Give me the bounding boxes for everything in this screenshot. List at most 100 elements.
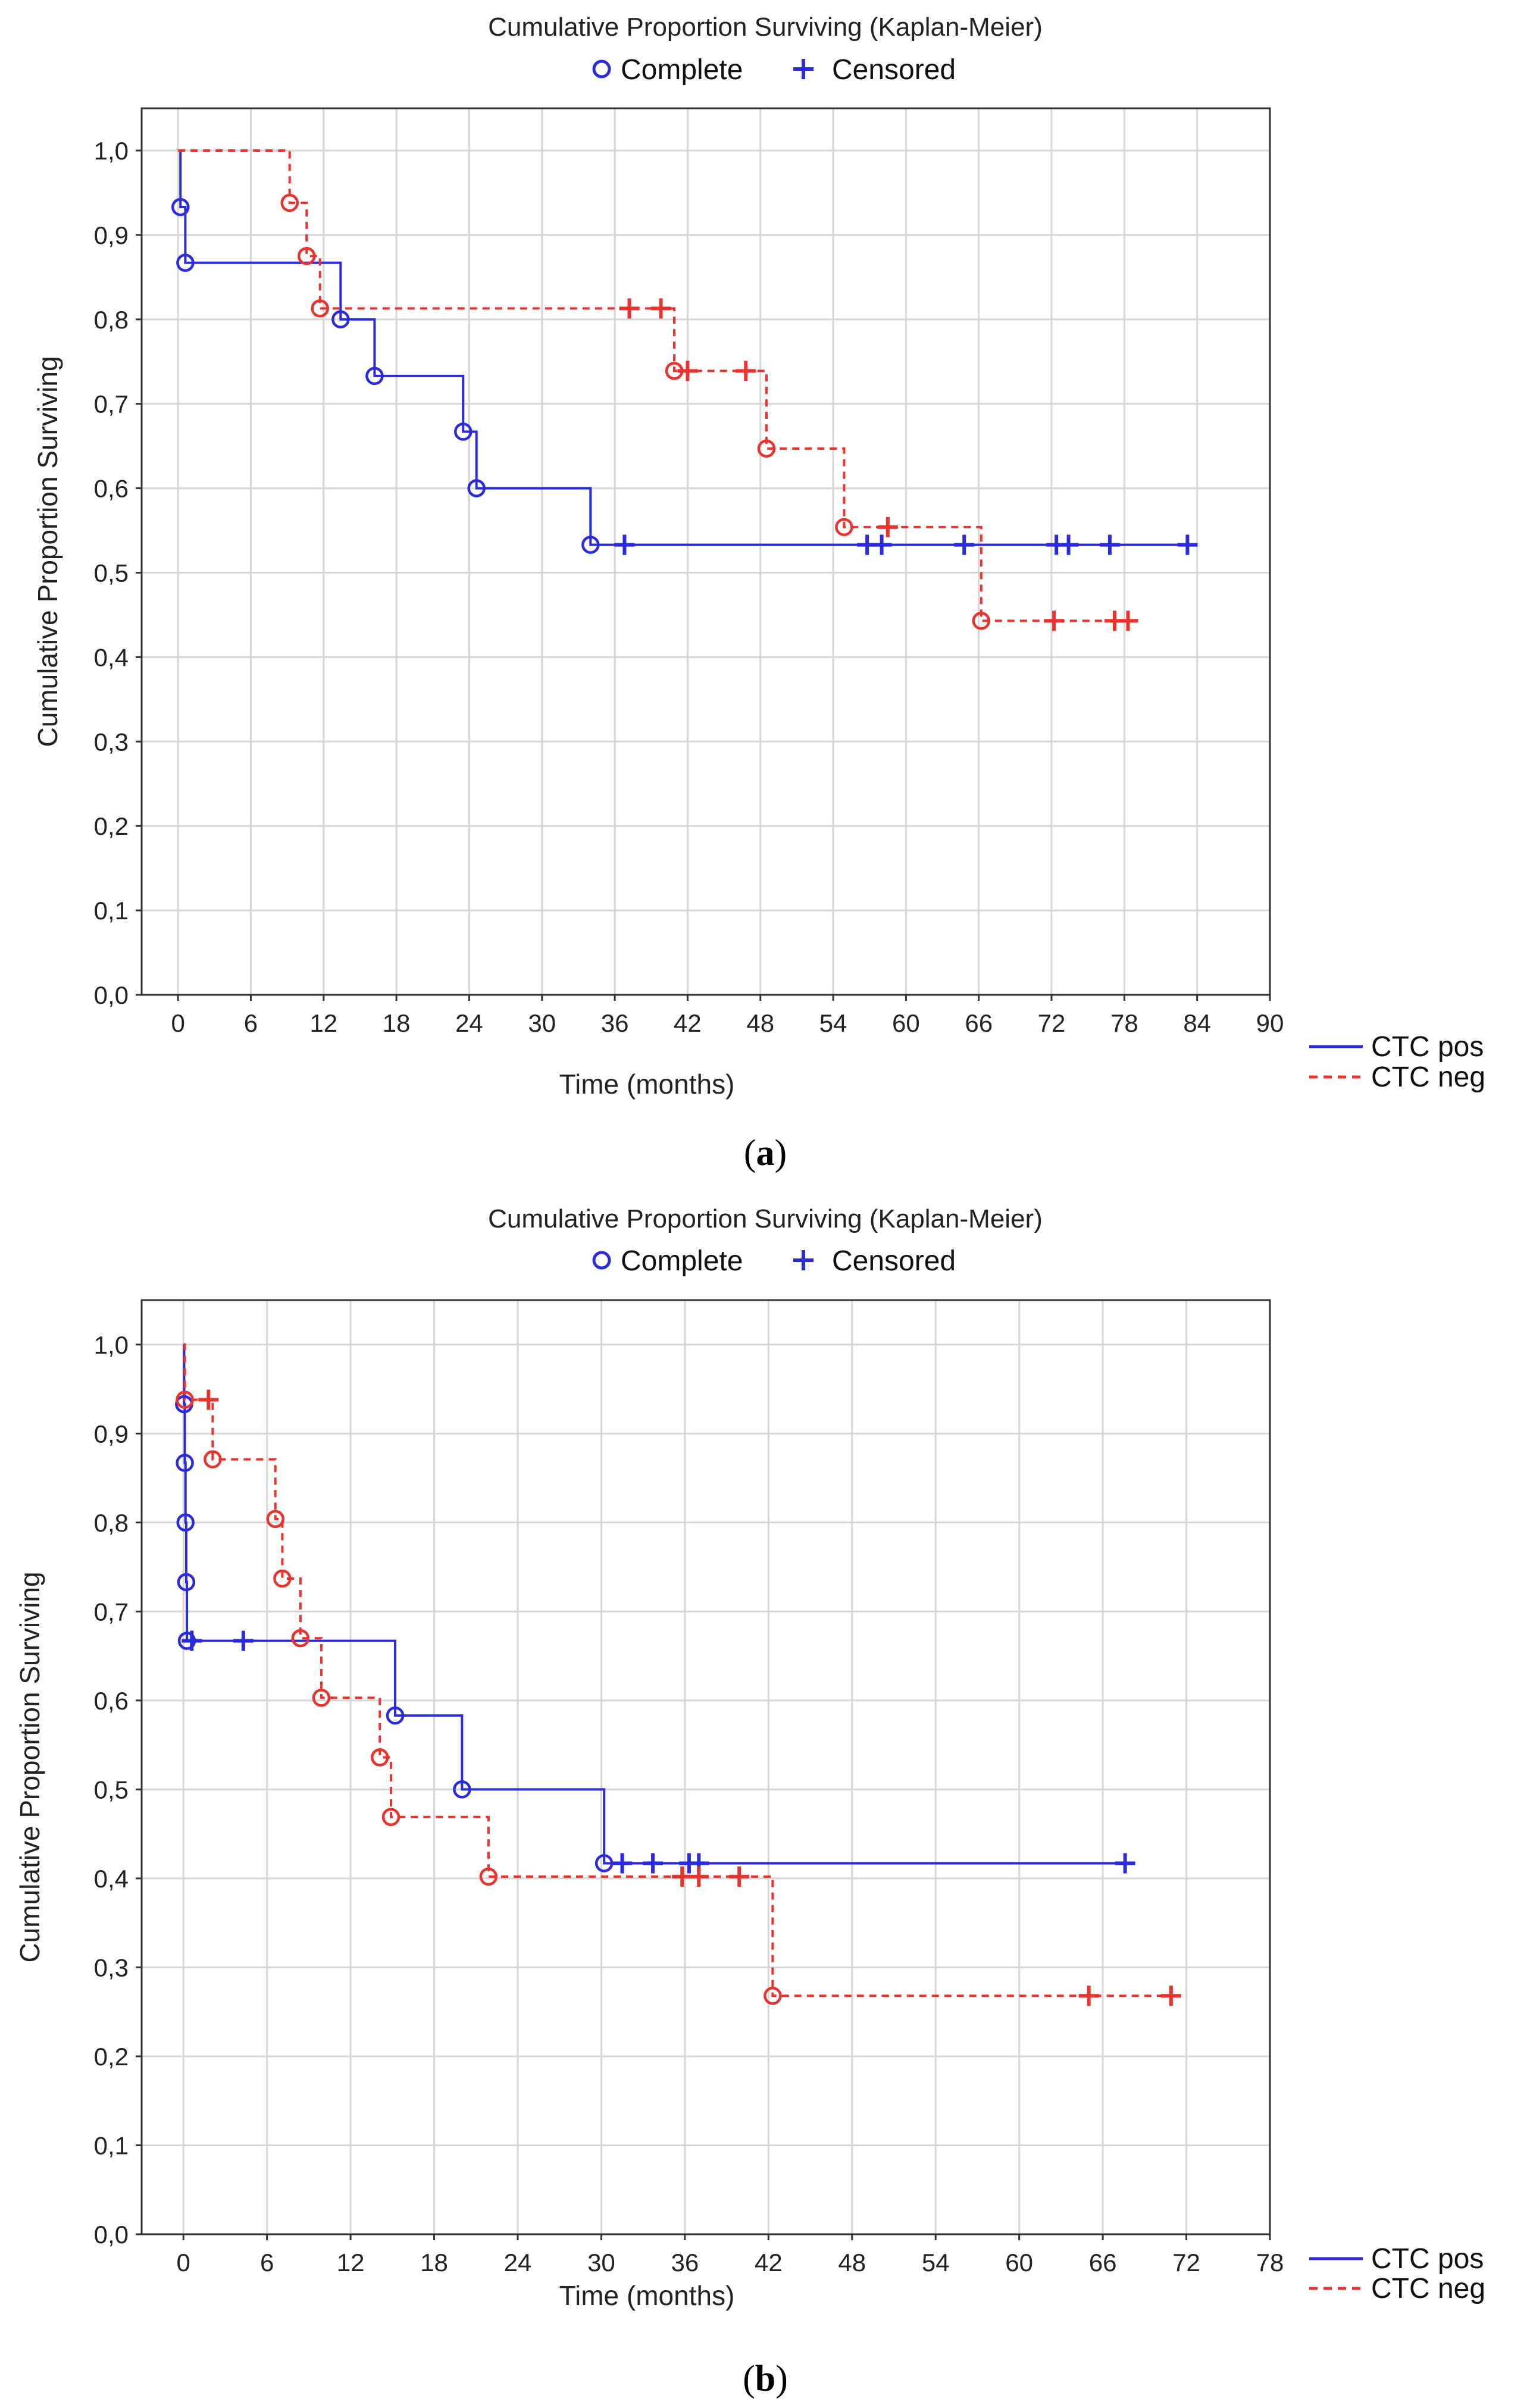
y-axis-ticks: 0,0 0,1 0,2 0,3 0,4 0,5 0,6 0,7 0,8 0,9 1,0 — [94, 1331, 142, 2249]
x-tick-label: 6 — [260, 2249, 274, 2277]
censored-marker-ctc-pos — [643, 1853, 664, 1874]
event-marker-ctc-neg — [204, 1450, 222, 1468]
event-marker-ctc-neg — [381, 1808, 401, 1826]
censored-marker-ctc-pos — [182, 1630, 202, 1651]
y-tick-label: 0,2 — [94, 2043, 129, 2071]
x-tick-label: 18 — [420, 2249, 448, 2277]
event-marker-ctc-pos — [176, 253, 195, 272]
x-tick-label: 36 — [671, 2249, 699, 2277]
chart-title: Cumulative Proportion Surviving (Kaplan-… — [488, 1204, 1043, 1233]
censored-marker-ctc-neg — [729, 1866, 750, 1887]
y-tick-label: 0,5 — [94, 1776, 129, 1803]
censored-marker-ctc-neg — [650, 298, 671, 319]
event-marker-ctc-neg — [311, 299, 329, 318]
x-tick-label: 48 — [838, 2249, 866, 2277]
marker-legend: Complete Censored — [592, 54, 956, 86]
legend-ctc-pos-label: CTC pos — [1371, 1031, 1484, 1063]
legend-censored-label: Censored — [832, 1245, 956, 1277]
x-axis-label: Time (months) — [559, 2280, 735, 2311]
censored-marker-ctc-pos — [954, 534, 975, 555]
y-tick-label: 0,5 — [94, 559, 129, 587]
x-tick-label: 42 — [755, 2249, 783, 2277]
complete-marker-icon — [592, 1251, 611, 1270]
marker-legend: Complete Censored — [592, 1245, 956, 1277]
x-tick-label: 30 — [587, 2249, 615, 2277]
event-marker-ctc-pos — [386, 1706, 405, 1725]
event-marker-ctc-neg — [479, 1867, 498, 1886]
x-tick-label: 24 — [455, 1009, 483, 1037]
panel-caption-letter: a — [756, 1133, 775, 1173]
y-tick-label: 0,7 — [94, 1598, 129, 1626]
plot-frame — [140, 107, 1271, 996]
km-curve-ctc-pos — [178, 149, 1188, 546]
event-marker-ctc-neg — [835, 518, 853, 537]
x-tick-label: 60 — [1005, 2249, 1033, 2277]
censored-marker-ctc-pos — [871, 534, 892, 555]
censored-marker-ctc-pos — [614, 534, 635, 555]
censored-marker-ctc-neg — [1160, 1986, 1181, 2006]
event-marker-ctc-neg — [280, 193, 299, 212]
censored-marker-ctc-neg — [619, 298, 640, 319]
legend-censored-label: Censored — [832, 54, 956, 86]
series-legend: CTC pos CTC neg — [1309, 2243, 1485, 2304]
y-tick-label: 0,3 — [94, 1953, 129, 1981]
series-layer — [175, 1343, 1181, 2006]
censored-marker-ctc-pos — [612, 1853, 633, 1874]
event-marker-ctc-neg — [764, 1987, 782, 2005]
event-marker-ctc-pos — [176, 1454, 194, 1472]
y-tick-label: 0,7 — [94, 390, 129, 418]
y-tick-label: 0,1 — [94, 2131, 129, 2159]
censored-marker-ctc-pos — [1177, 534, 1198, 555]
x-tick-label: 72 — [1038, 1009, 1066, 1037]
x-tick-label: 72 — [1172, 2249, 1200, 2277]
y-tick-label: 0,6 — [94, 1687, 129, 1715]
y-tick-label: 0,9 — [94, 1420, 129, 1448]
x-tick-label: 78 — [1256, 2249, 1284, 2277]
event-marker-ctc-pos — [177, 1573, 196, 1592]
censored-marker-icon — [793, 59, 814, 79]
censored-marker-ctc-neg — [1078, 1986, 1099, 2006]
censored-marker-icon — [793, 1250, 814, 1270]
censored-marker-ctc-neg — [198, 1389, 219, 1410]
y-axis-label: Cumulative Proportion Surviving — [14, 1571, 45, 1962]
plot-frame — [140, 1299, 1271, 2235]
event-marker-ctc-neg — [273, 1569, 292, 1588]
km-curve-ctc-neg — [183, 1343, 1171, 1997]
censored-marker-ctc-neg — [677, 361, 698, 381]
y-tick-label: 0,8 — [94, 306, 129, 334]
km-curve-ctc-neg — [178, 149, 1128, 622]
x-tick-label: 0 — [177, 2249, 190, 2277]
x-tick-label: 66 — [1089, 2249, 1117, 2277]
grid — [142, 108, 1270, 995]
censored-marker-ctc-pos — [1115, 1853, 1135, 1874]
chart-panel-b: Cumulative Proportion Surviving (Kaplan-… — [14, 1204, 1485, 2399]
chart-title: Cumulative Proportion Surviving (Kaplan-… — [488, 12, 1043, 42]
x-axis-ticks: 0 6 12 18 24 30 36 42 48 54 60 66 72 78 84 90 — [171, 995, 1284, 1037]
complete-marker-icon — [592, 60, 611, 79]
y-tick-label: 0,4 — [94, 643, 129, 671]
legend-ctc-neg-label: CTC neg — [1371, 2273, 1485, 2304]
event-marker-ctc-neg — [757, 439, 776, 458]
legend-ctc-neg-label: CTC neg — [1371, 1061, 1485, 1093]
x-tick-label: 36 — [601, 1009, 629, 1037]
event-marker-ctc-pos — [581, 536, 600, 554]
event-marker-ctc-neg — [312, 1689, 331, 1707]
censored-marker-ctc-neg — [1118, 610, 1138, 631]
censored-marker-ctc-neg — [736, 361, 756, 381]
x-tick-label: 12 — [309, 1009, 337, 1037]
event-marker-ctc-neg — [176, 1391, 194, 1409]
x-tick-label: 6 — [244, 1009, 258, 1037]
x-tick-label: 54 — [819, 1009, 847, 1037]
y-tick-label: 0,0 — [94, 981, 129, 1009]
x-tick-label: 90 — [1256, 1009, 1284, 1037]
event-marker-ctc-pos — [365, 367, 384, 386]
x-tick-label: 84 — [1183, 1009, 1211, 1037]
x-tick-label: 30 — [528, 1009, 556, 1037]
x-tick-label: 24 — [504, 2249, 532, 2277]
panel-caption-letter: b — [755, 2359, 775, 2399]
censored-marker-ctc-pos — [233, 1630, 254, 1651]
y-tick-label: 0,0 — [94, 2221, 129, 2249]
censored-marker-ctc-neg — [1044, 610, 1065, 631]
x-axis-ticks: 0 6 12 18 24 30 36 42 48 54 60 66 72 78 — [177, 2234, 1284, 2277]
